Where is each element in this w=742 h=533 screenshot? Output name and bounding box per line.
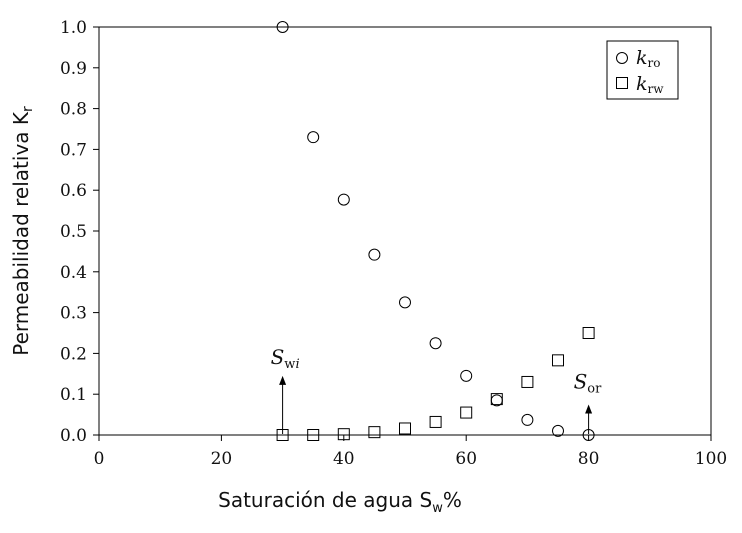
x-tick-label: 100 — [695, 449, 727, 469]
annotation-arrowhead — [585, 404, 593, 414]
x-tick-label: 0 — [94, 449, 105, 469]
krw-point — [460, 406, 473, 419]
y-tick-label: 1.0 — [60, 18, 87, 38]
kro-point — [429, 337, 442, 350]
kro-point — [521, 413, 534, 426]
legend-kro-label: kro — [636, 47, 660, 70]
krw-point — [490, 393, 503, 406]
legend-box — [606, 40, 679, 100]
y-tick-label: 0.3 — [60, 304, 87, 324]
y-tick-label: 0.0 — [60, 426, 87, 446]
data-markers — [276, 21, 595, 441]
x-axis-ticks: 0 20 40 60 80 100 — [94, 435, 727, 469]
swi-label: Swi — [271, 345, 300, 372]
kro-point — [460, 369, 473, 382]
legend: kro krw — [606, 40, 679, 100]
y-axis-title: Permeabilidad relativa Kr — [9, 106, 36, 356]
y-axis-ticks: 0.0 0.1 0.2 0.3 0.4 0.5 0.6 0.7 0.8 0.9 1.0 — [60, 18, 99, 446]
kro-point — [337, 193, 350, 206]
x-tick-label: 60 — [455, 449, 477, 469]
krw-point — [429, 415, 442, 428]
kro-point — [307, 131, 320, 144]
y-tick-label: 0.7 — [60, 140, 87, 160]
kro-point — [552, 424, 564, 437]
krw-point — [368, 426, 381, 439]
krw-point — [399, 422, 411, 435]
y-tick-label: 0.4 — [60, 263, 87, 283]
annotation-arrowhead — [279, 375, 287, 385]
krw-point — [337, 428, 350, 441]
krw-point — [582, 327, 595, 339]
y-tick-label: 0.1 — [60, 385, 87, 405]
krw-point — [307, 429, 320, 441]
x-axis-title: Saturación de agua Sw% — [218, 488, 462, 516]
y-tick-label: 0.5 — [60, 222, 87, 242]
annotations: Swi Sor — [271, 345, 603, 434]
legend-krw-label: krw — [636, 73, 664, 96]
kro-point — [399, 296, 411, 309]
sor-label: Sor — [574, 369, 603, 396]
y-tick-label: 0.6 — [60, 181, 87, 201]
krw-point — [521, 375, 534, 388]
x-tick-label: 80 — [578, 449, 600, 469]
kro-point — [368, 248, 381, 261]
x-tick-label: 40 — [333, 449, 355, 469]
y-tick-label: 0.2 — [60, 344, 87, 364]
kro-point — [276, 21, 289, 33]
y-tick-label: 0.9 — [60, 59, 87, 79]
legend-square-marker — [616, 77, 628, 89]
krw-point — [552, 354, 564, 367]
x-tick-label: 20 — [211, 449, 233, 469]
legend-circle-marker — [616, 52, 628, 64]
y-tick-label: 0.8 — [60, 100, 87, 120]
